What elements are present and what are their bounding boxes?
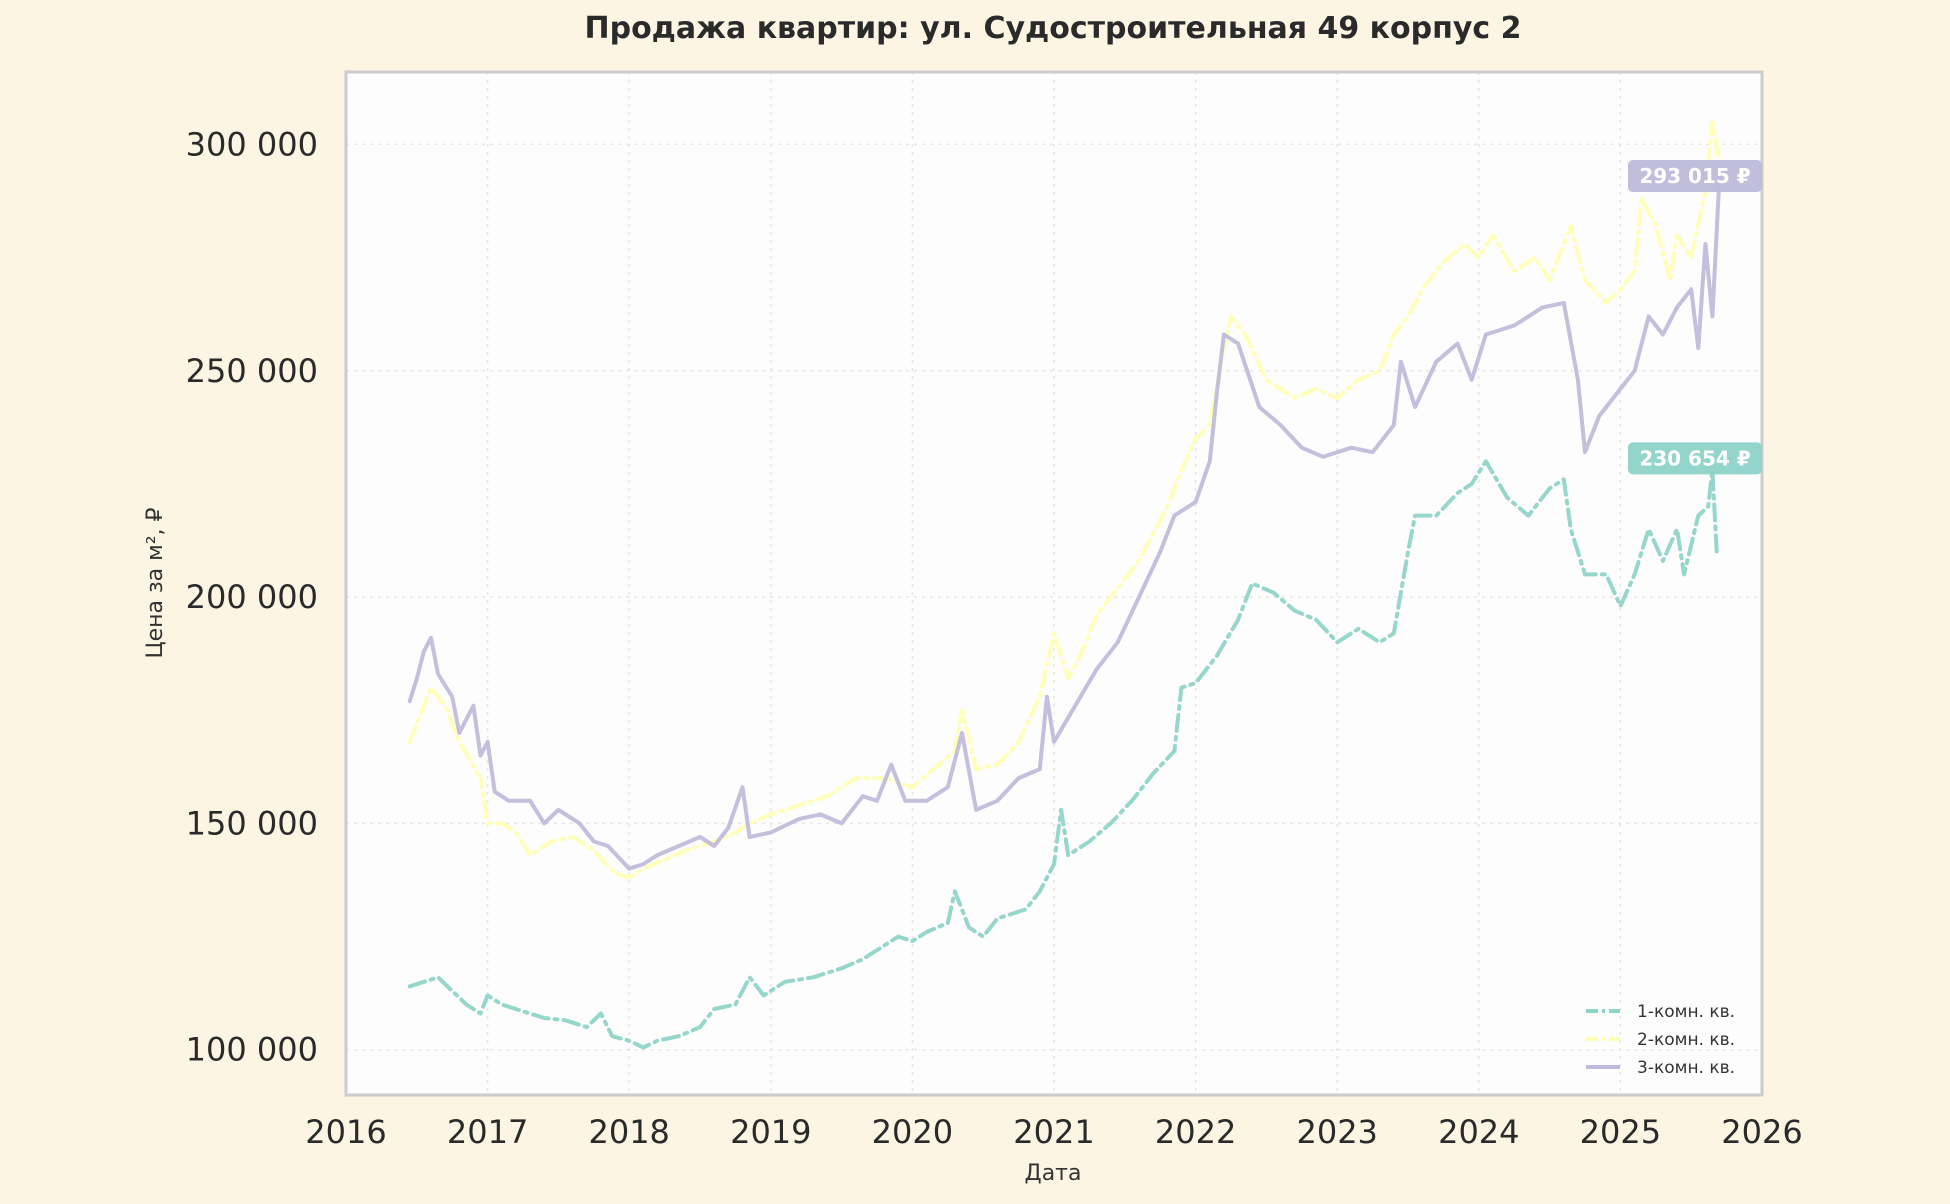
end-label-badge (1628, 160, 1762, 193)
series-line-3 (407, 174, 1722, 871)
y-axis-label: Цена за м², ₽ (143, 507, 168, 658)
plot-border (344, 70, 1764, 1097)
legend-label: 2-комн. кв. (1637, 1030, 1735, 1050)
legend-label: 3-комн. кв. (1637, 1058, 1735, 1078)
x-tick-label: 2023 (1296, 1113, 1377, 1151)
x-tick-label: 2018 (588, 1113, 669, 1151)
x-tick-label: 2025 (1580, 1113, 1661, 1151)
x-tick-label: 2026 (1721, 1113, 1802, 1151)
y-tick-label: 100 000 (186, 1031, 318, 1069)
end-label-badge (1628, 442, 1762, 475)
series-line-2 (407, 119, 1722, 880)
end-labels: 293 015 ₽ 230 654 ₽ (1628, 160, 1762, 475)
series-lines (407, 119, 1722, 1050)
y-tick-label: 150 000 (186, 804, 318, 842)
legend-label: 1-комн. кв. (1637, 1002, 1735, 1022)
x-axis-label: Дата (1025, 1161, 1082, 1186)
end-label-text: 293 015 ₽ (1639, 164, 1750, 188)
y-tick-label: 200 000 (186, 578, 318, 616)
end-label-text: 230 654 ₽ (1639, 446, 1750, 470)
chart-title: Продажа квартир: ул. Судостроительная 49… (584, 11, 1521, 46)
y-tick-label: 250 000 (186, 352, 318, 390)
x-tick-label: 2017 (447, 1113, 528, 1151)
x-tick-label: 2020 (872, 1113, 953, 1151)
x-tick-label: 2021 (1013, 1113, 1094, 1151)
legend: 1-комн. кв. 2-комн. кв. 3-комн. кв. (1586, 1002, 1735, 1078)
x-tick-label: 2019 (730, 1113, 811, 1151)
axis-ticks: 2016 2017 2018 2019 2020 2021 2022 2023 2024 2025… (186, 125, 1803, 1151)
x-tick-label: 2024 (1438, 1113, 1519, 1151)
y-tick-label: 300 000 (186, 125, 318, 163)
x-tick-label: 2016 (305, 1113, 386, 1151)
x-tick-label: 2022 (1155, 1113, 1236, 1151)
series-line-1 (407, 459, 1719, 1050)
